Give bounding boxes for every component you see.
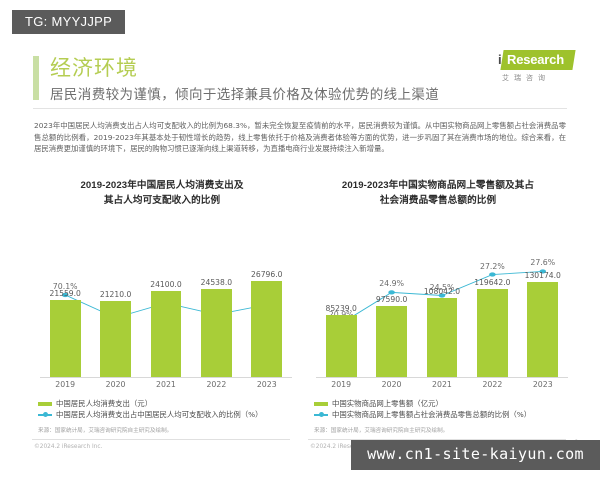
chart-panel-left: 2019-2023年中国居民人均消费支出及 其占人均可支配收入的比例 70.1%… <box>26 178 298 450</box>
logo-chinese-name: 艾瑞咨询 <box>502 75 550 82</box>
legend-line-marker-icon <box>38 411 52 419</box>
legend-item-bar: 中国实物商品网上零售额（亿元） <box>314 398 574 409</box>
percent-label: 24.9% <box>379 279 404 289</box>
x-axis-label: 2019 <box>331 380 352 389</box>
chart-right-legend: 中国实物商品网上零售额（亿元） 中国实物商品网上零售额占社会消费品零售总额的比例… <box>302 398 574 420</box>
chart-right-bars: 85239.0 97590.0 108042.0 119642.0 130174.0 <box>316 227 568 377</box>
chart-left-title-line2: 其占人均可支配收入的比例 <box>103 195 221 206</box>
bar <box>325 314 357 377</box>
bar-column: 119642.0 <box>468 227 516 377</box>
bar-value-label: 21559.0 <box>49 289 81 299</box>
header-divider <box>33 108 567 109</box>
x-axis-label: 2021 <box>432 380 452 389</box>
bar-value-label: 21210.0 <box>99 290 132 300</box>
bar-column: 24100.0 <box>142 227 190 377</box>
iresearch-logo: i Research 艾瑞咨询 <box>496 50 578 90</box>
bar-column: 21559.0 <box>41 227 89 377</box>
x-axis-label: 2023 <box>532 380 553 389</box>
bottom-watermark-url: www.cn1-site-kaiyun.com <box>351 440 600 470</box>
x-axis-label: 2020 <box>381 380 402 389</box>
page-title: 经济环境 <box>50 57 138 80</box>
bar-value-label: 130174.0 <box>524 270 561 280</box>
x-axis-label: 2019 <box>55 380 76 389</box>
legend-line-label: 中国居民人均消费支出占中国居民人均可支配收入的比例（%） <box>56 410 263 419</box>
chart-left-xlabels: 2019 2020 2021 2022 2023 <box>40 380 292 394</box>
chart-right-axis <box>316 377 568 378</box>
intro-paragraph: 2023年中国居民人均消费支出占人均可支配收入的比例为68.3%，暂未完全恢复至… <box>34 121 566 153</box>
bar-column: 108042.0 <box>418 227 466 377</box>
bar-column: 24538.0 <box>192 227 240 377</box>
bar <box>251 281 283 377</box>
bar-value-label: 24538.0 <box>200 278 233 288</box>
chart-left-axis <box>40 377 292 378</box>
legend-line-marker-icon <box>314 411 328 419</box>
page-subtitle: 居民消费较为谨慎，倾向于选择兼具价格及体验优势的线上渠道 <box>50 87 440 102</box>
bar <box>49 300 81 377</box>
x-axis-label: 2023 <box>256 380 277 389</box>
legend-item-bar: 中国居民人均消费支出（元） <box>38 398 298 409</box>
chart-right-xlabels: 2019 2020 2021 2022 2023 <box>316 380 568 394</box>
legend-line-label: 中国实物商品网上零售额占社会消费品零售总额的比例（%） <box>332 410 532 419</box>
chart-left-plot: 70.1%65.9%68.6%66.5%68.3% 21559.021210.0… <box>26 214 298 396</box>
chart-right-source: 来源：国家统计局，艾瑞咨询研究院自主研究及绘制。 <box>314 428 449 434</box>
top-watermark-tag: TG: MYYJJPP <box>12 10 126 34</box>
percent-label: 27.2% <box>480 261 505 271</box>
bar-column: 85239.0 <box>317 227 365 377</box>
chart-right-footer-divider <box>308 439 566 440</box>
bar <box>100 301 131 377</box>
logo-wordmark: Research <box>507 52 564 67</box>
bar <box>376 305 407 377</box>
chart-right-copyright: ©2024.2 iResearch Inc. <box>310 444 379 450</box>
bar-column: 26796.0 <box>243 227 291 377</box>
x-axis-label: 2021 <box>156 380 176 389</box>
percent-label: 27.6% <box>530 258 556 268</box>
bar <box>477 289 508 377</box>
percent-label: 70.1% <box>52 281 78 291</box>
x-axis-label: 2022 <box>206 380 227 389</box>
legend-bar-swatch-icon <box>38 401 52 406</box>
chart-panel-right: 2019-2023年中国实物商品网上零售额及其占 社会消费品零售总额的比例 20… <box>302 178 574 450</box>
bar <box>527 281 559 377</box>
legend-item-line: 中国实物商品网上零售额占社会消费品零售总额的比例（%） <box>314 409 574 420</box>
chart-right-title-line2: 社会消费品零售总额的比例 <box>379 195 497 206</box>
bar-value-label: 24100.0 <box>150 279 182 289</box>
chart-left-title-line1: 2019-2023年中国居民人均消费支出及 <box>80 180 244 191</box>
chart-left-footer-divider <box>32 439 290 440</box>
x-axis-label: 2022 <box>482 380 503 389</box>
bar-column: 97590.0 <box>368 227 416 377</box>
page-header: 经济环境 居民消费较为谨慎，倾向于选择兼具价格及体验优势的线上渠道 <box>0 52 600 110</box>
logo-i-letter: i <box>498 52 502 67</box>
bar-column: 21210.0 <box>92 227 140 377</box>
chart-left-bars: 21559.0 21210.0 24100.0 24538.0 26796.0 <box>40 227 292 377</box>
x-axis-label: 2020 <box>105 380 126 389</box>
chart-left-title: 2019-2023年中国居民人均消费支出及 其占人均可支配收入的比例 <box>26 178 298 208</box>
legend-bar-label: 中国居民人均消费支出（元） <box>56 399 153 408</box>
legend-bar-label: 中国实物商品网上零售额（亿元） <box>332 399 443 408</box>
legend-bar-swatch-icon <box>314 401 328 406</box>
chart-right-plot: 20.9%24.9%24.5%27.2%27.6% 85239.097590.0… <box>302 214 574 396</box>
bar-value-label: 97590.0 <box>375 294 408 304</box>
chart-right-title-line1: 2019-2023年中国实物商品网上零售额及其占 <box>341 180 535 191</box>
bar-value-label: 119642.0 <box>474 278 511 288</box>
chart-right-title: 2019-2023年中国实物商品网上零售额及其占 社会消费品零售总额的比例 <box>302 178 574 208</box>
bar <box>201 289 232 377</box>
chart-left-copyright: ©2024.2 iResearch Inc. <box>34 444 103 450</box>
bar-value-label: 85239.0 <box>325 303 357 313</box>
bar <box>150 290 182 377</box>
legend-item-line: 中国居民人均消费支出占中国居民人均可支配收入的比例（%） <box>38 409 298 420</box>
bar <box>426 297 458 377</box>
bar-value-label: 108042.0 <box>423 286 461 296</box>
title-accent-bar <box>33 56 39 100</box>
percent-label: 24.5% <box>429 282 455 292</box>
chart-left-legend: 中国居民人均消费支出（元） 中国居民人均消费支出占中国居民人均可支配收入的比例（… <box>26 398 298 420</box>
chart-left-source: 来源：国家统计局，艾瑞咨询研究院自主研究及绘制。 <box>38 428 173 434</box>
bar-value-label: 26796.0 <box>251 270 283 280</box>
bar-column: 130174.0 <box>519 227 567 377</box>
